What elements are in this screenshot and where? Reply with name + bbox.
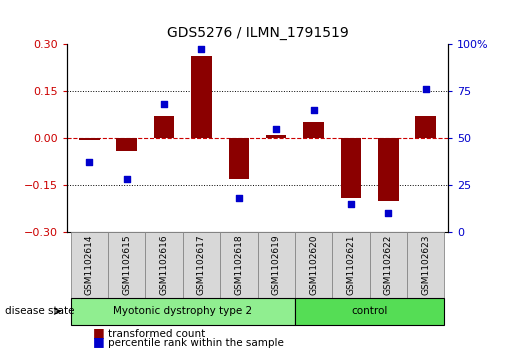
Bar: [303, 122, 324, 138]
Bar: [71, 298, 295, 325]
Text: disease state: disease state: [5, 306, 75, 316]
Text: GSM1102618: GSM1102618: [234, 234, 243, 295]
Point: [421, 86, 430, 92]
Bar: [258, 232, 295, 298]
Bar: [378, 138, 399, 201]
Bar: [407, 232, 444, 298]
Bar: [295, 298, 444, 325]
Bar: [340, 138, 361, 198]
Text: GSM1102623: GSM1102623: [421, 235, 430, 295]
Bar: [79, 138, 99, 139]
Bar: [108, 232, 145, 298]
Text: GSM1102617: GSM1102617: [197, 234, 206, 295]
Text: GSM1102620: GSM1102620: [309, 235, 318, 295]
Bar: [370, 232, 407, 298]
Bar: [154, 116, 175, 138]
Text: ■: ■: [93, 326, 105, 339]
Bar: [71, 232, 108, 298]
Text: control: control: [351, 306, 388, 316]
Text: GSM1102614: GSM1102614: [85, 235, 94, 295]
Point: [197, 46, 205, 52]
Text: GSM1102622: GSM1102622: [384, 235, 393, 295]
Bar: [229, 138, 249, 179]
Point: [123, 176, 131, 182]
Point: [85, 160, 94, 166]
Point: [235, 195, 243, 201]
Bar: [116, 138, 137, 151]
Title: GDS5276 / ILMN_1791519: GDS5276 / ILMN_1791519: [167, 26, 348, 40]
Text: GSM1102621: GSM1102621: [347, 235, 355, 295]
Bar: [145, 232, 183, 298]
Text: percentile rank within the sample: percentile rank within the sample: [108, 338, 284, 348]
Text: GSM1102616: GSM1102616: [160, 234, 168, 295]
Bar: [220, 232, 258, 298]
Bar: [295, 232, 332, 298]
Bar: [266, 135, 286, 138]
Bar: [332, 232, 370, 298]
Bar: [191, 56, 212, 138]
Point: [272, 126, 280, 131]
Bar: [183, 232, 220, 298]
Bar: [416, 116, 436, 138]
Point: [384, 211, 392, 216]
Text: ■: ■: [93, 335, 105, 348]
Point: [160, 101, 168, 107]
Text: Myotonic dystrophy type 2: Myotonic dystrophy type 2: [113, 306, 252, 316]
Text: GSM1102619: GSM1102619: [272, 234, 281, 295]
Text: GSM1102615: GSM1102615: [122, 234, 131, 295]
Point: [310, 107, 318, 113]
Text: transformed count: transformed count: [108, 329, 205, 339]
Point: [347, 201, 355, 207]
